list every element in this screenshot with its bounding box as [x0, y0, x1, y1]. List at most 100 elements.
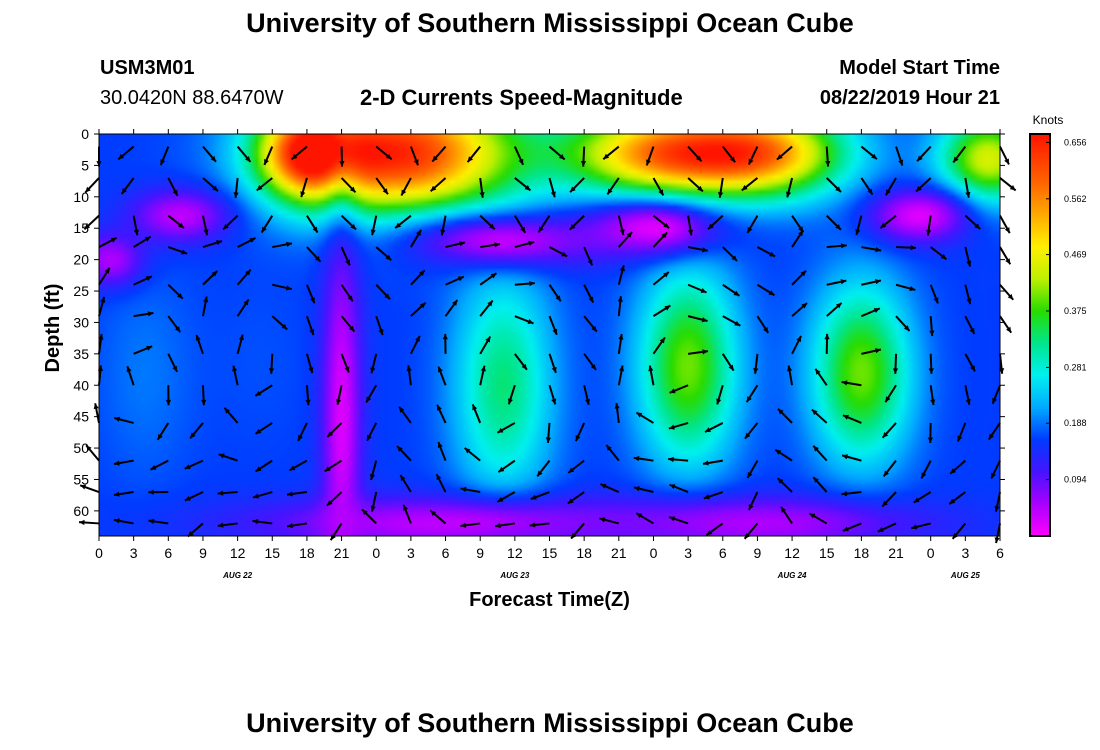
vector-arrowhead [769, 251, 776, 257]
y-tick-label: 35 [73, 346, 89, 362]
vector-arrowhead [786, 365, 793, 372]
vector-arrowhead [618, 334, 624, 340]
vector-arrowhead [777, 478, 784, 484]
vector-arrowhead [174, 326, 181, 333]
vector-arrowhead [1009, 185, 1016, 191]
vector-arrowhead [953, 156, 959, 163]
vector-arrowhead [873, 308, 880, 313]
vector-arrowhead [703, 494, 710, 500]
vector-arrowhead [708, 223, 714, 230]
vector-arrowhead [745, 432, 751, 439]
vector-arrowhead [663, 222, 670, 229]
vector-arrowhead [658, 189, 664, 196]
vector-arrowhead [659, 337, 665, 344]
vector-arrowhead [813, 477, 819, 483]
vector-arrowhead [841, 243, 847, 249]
vector-arrowhead [217, 522, 224, 528]
date-label: AUG 25 [950, 571, 980, 580]
vector-arrowhead [261, 226, 267, 233]
vector-arrowhead [490, 273, 497, 279]
vector-arrowhead [144, 236, 151, 242]
vector-arrowhead [113, 518, 120, 524]
vector-arrowhead [110, 237, 117, 243]
vector-arrowhead [400, 474, 406, 481]
x-tick-label: 6 [719, 545, 727, 561]
vector-arrowhead [669, 516, 676, 522]
vector-arrowhead [704, 427, 711, 433]
vector-arrowhead [252, 518, 259, 525]
vector-arrowhead [415, 335, 420, 342]
vector-arrowhead [243, 299, 249, 306]
vector-arrowhead [479, 192, 485, 198]
vector-arrowhead [668, 424, 675, 430]
vector-arrowhead [308, 367, 314, 374]
vector-arrowhead [664, 305, 671, 311]
vector-arrowhead [614, 403, 620, 409]
vector-arrowhead [558, 154, 565, 160]
vector-arrowhead [633, 486, 640, 492]
x-tick-label: 12 [784, 545, 800, 561]
vector-arrowhead [626, 232, 633, 238]
vector-arrowhead [748, 504, 754, 511]
vector-arrowhead [184, 464, 191, 469]
vector-arrowhead [527, 319, 534, 324]
vector-arrowhead [591, 325, 597, 332]
vector-arrowhead [385, 153, 392, 160]
vector-arrowhead [796, 335, 802, 342]
vector-arrowhead [529, 280, 535, 287]
vector-arrowhead [617, 296, 623, 302]
vector-arrowhead [245, 269, 251, 276]
vector-arrowhead [701, 317, 708, 323]
vector-arrowhead [809, 513, 816, 519]
vector-arrowhead [413, 159, 419, 166]
vector-arrowhead [350, 223, 357, 230]
vector-arrowhead [382, 188, 388, 195]
vector-arrowhead [1005, 258, 1011, 265]
vector-arrowhead [121, 188, 128, 195]
vector-arrowhead [988, 433, 995, 440]
vector-arrowhead [775, 449, 782, 455]
footer-title: University of Southern Mississippi Ocean… [246, 708, 854, 738]
y-tick-label: 20 [73, 252, 89, 268]
vector-arrowhead [336, 398, 342, 405]
y-axis-label: Depth (ft) [42, 284, 64, 373]
vector-arrowhead [697, 185, 703, 192]
vector-arrowhead [733, 290, 740, 296]
x-tick-label: 0 [372, 545, 380, 561]
colorbar-tick-label: 0.188 [1064, 418, 1087, 428]
vector-arrowhead [178, 222, 184, 229]
vector-arrowhead [702, 349, 708, 355]
vector-arrowhead [966, 298, 972, 305]
colorbar-tick-label: 0.562 [1064, 194, 1087, 204]
colorbar-tick-label: 0.469 [1064, 250, 1087, 260]
vector-arrowhead [957, 435, 963, 442]
vector-arrowhead [401, 189, 407, 196]
vector-arrowhead [892, 368, 899, 374]
vector-arrowhead [880, 222, 887, 229]
vector-arrowhead [190, 432, 196, 439]
vector-arrowhead [85, 186, 91, 193]
colorbar-tick-label: 0.656 [1064, 137, 1087, 147]
vector-arrowhead [397, 446, 403, 452]
vector-arrowhead [618, 365, 625, 372]
x-tick-label: 15 [542, 545, 558, 561]
vector-arrowhead [587, 259, 593, 266]
vector-arrowhead [687, 229, 694, 236]
vector-arrowhead [362, 509, 368, 516]
vector-arrowhead [80, 484, 87, 490]
plot-title: 2-D Currents Speed-Magnitude [360, 85, 683, 110]
vector-arrowhead [264, 158, 269, 165]
vector-arrowhead [203, 296, 209, 303]
vector-arrowhead [440, 229, 446, 236]
vector-arrowhead [741, 185, 748, 191]
vector-arrowhead [84, 223, 91, 230]
vector-arrowhead [718, 192, 724, 198]
vector-arrowhead [916, 185, 922, 192]
y-tick-label: 55 [73, 471, 89, 487]
colorbar [1030, 134, 1050, 536]
vector-arrowhead [855, 229, 861, 236]
vector-arrowhead [841, 491, 848, 497]
vector-arrowhead [1006, 326, 1012, 333]
vector-arrowhead [459, 241, 465, 247]
vector-arrowhead [903, 325, 910, 331]
